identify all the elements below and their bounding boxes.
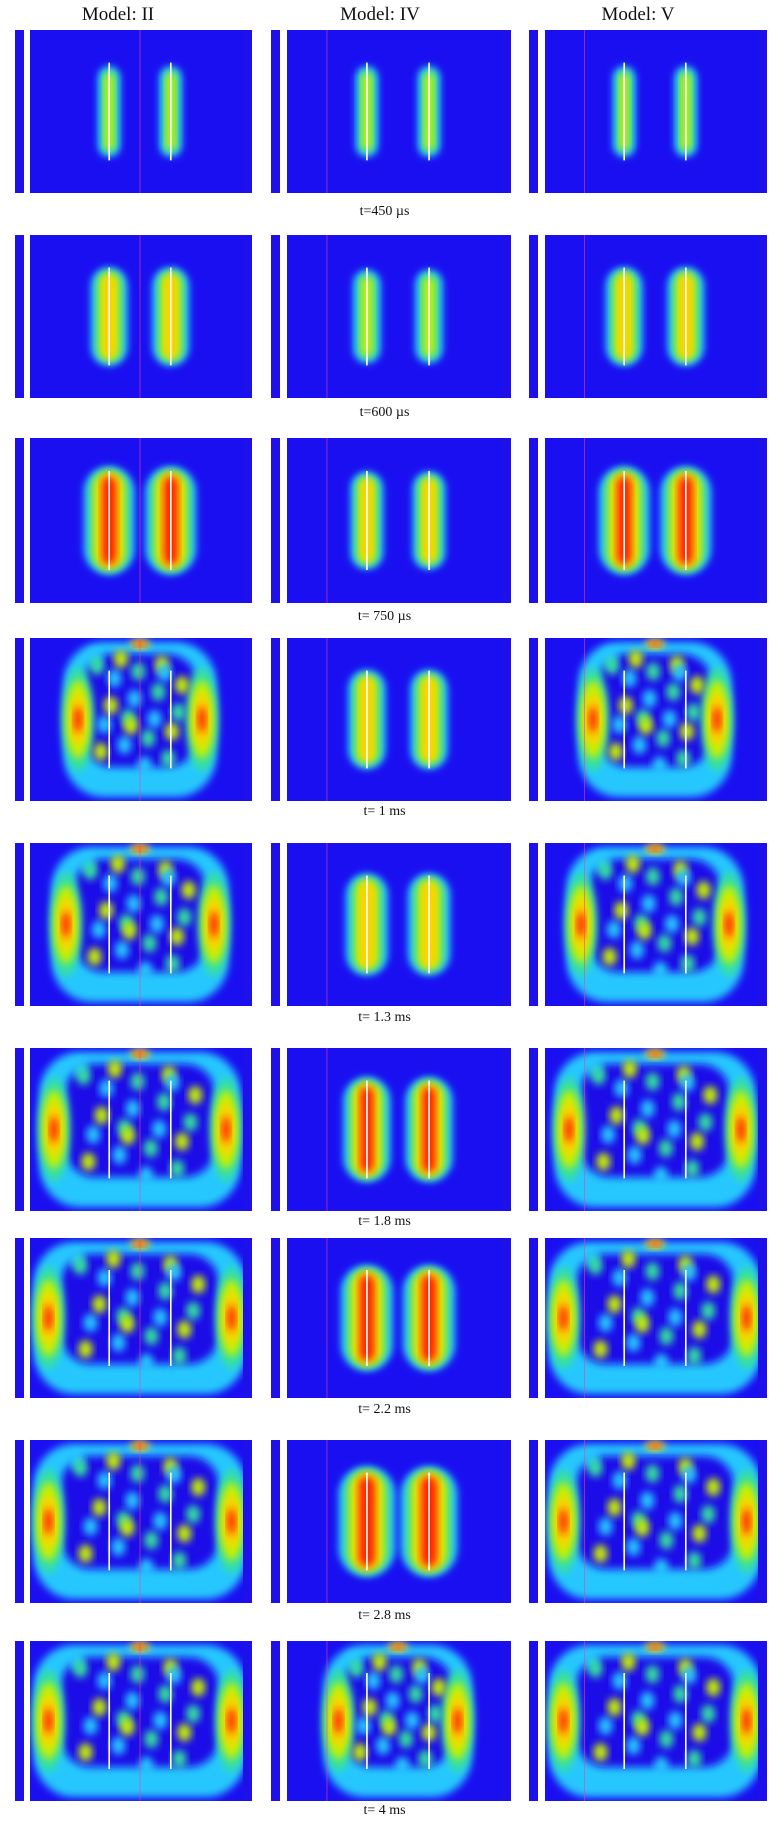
boundary-bar-right [502, 30, 511, 193]
boundary-bar-left [271, 638, 280, 801]
contour-panel-model-ii-row-9 [30, 1641, 250, 1801]
contour-panel-model-iv-row-7 [287, 1238, 509, 1398]
time-label-7: t= 2.2 ms [358, 1402, 411, 1417]
boundary-bar-left [529, 638, 538, 801]
boundary-bar-left [15, 438, 24, 603]
boundary-bar-right [502, 1440, 511, 1603]
boundary-bar-right [243, 235, 252, 398]
boundary-bar-right [243, 638, 252, 801]
boundary-bar-left [271, 235, 280, 398]
contour-panel-model-v-row-9 [545, 1641, 765, 1801]
boundary-bar-right [243, 438, 252, 603]
contour-panel-model-ii-row-3 [30, 438, 250, 603]
boundary-bar-left [529, 235, 538, 398]
contour-panel-model-ii-row-2 [30, 235, 250, 398]
boundary-bar-left [15, 235, 24, 398]
boundary-bar-left [529, 843, 538, 1006]
boundary-bar-left [15, 1641, 24, 1801]
boundary-bar-left [529, 1238, 538, 1398]
boundary-bar-right [758, 438, 767, 603]
boundary-bar-left [529, 438, 538, 603]
boundary-bar-left [529, 1641, 538, 1801]
time-label-2: t=600 µs [359, 405, 410, 420]
contour-panel-model-v-row-7 [545, 1238, 765, 1398]
contour-panel-model-iv-row-1 [287, 30, 509, 193]
boundary-bar-left [529, 1048, 538, 1211]
boundary-bar-left [271, 843, 280, 1006]
time-label-9: t= 4 ms [363, 1803, 406, 1818]
boundary-bar-right [502, 1048, 511, 1211]
boundary-bar-left [271, 1238, 280, 1398]
contour-panel-model-v-row-1 [545, 30, 765, 193]
time-label-8: t= 2.8 ms [358, 1608, 411, 1623]
contour-panel-model-v-row-5 [545, 843, 765, 1006]
contour-panel-model-iv-row-5 [287, 843, 509, 1006]
boundary-bar-right [758, 1238, 767, 1398]
contour-panel-model-ii-row-5 [30, 843, 250, 1006]
boundary-bar-left [271, 438, 280, 603]
contour-panel-model-v-row-8 [545, 1440, 765, 1603]
boundary-bar-right [243, 1440, 252, 1603]
boundary-bar-left [15, 638, 24, 801]
boundary-bar-left [15, 1440, 24, 1603]
boundary-bar-right [502, 1641, 511, 1801]
boundary-bar-right [758, 235, 767, 398]
boundary-bar-left [15, 843, 24, 1006]
contour-panel-model-ii-row-7 [30, 1238, 250, 1398]
boundary-bar-left [529, 1440, 538, 1603]
boundary-bar-right [243, 1238, 252, 1398]
boundary-bar-right [758, 638, 767, 801]
contour-panel-model-iv-row-8 [287, 1440, 509, 1603]
header-model-v: Model: V [601, 4, 675, 25]
time-label-5: t= 1.3 ms [358, 1010, 411, 1025]
boundary-bar-right [243, 1048, 252, 1211]
boundary-bar-left [271, 1048, 280, 1211]
boundary-bar-left [529, 30, 538, 193]
contour-panel-model-iv-row-3 [287, 438, 509, 603]
contour-panel-model-ii-row-1 [30, 30, 250, 193]
contour-panel-model-iv-row-6 [287, 1048, 509, 1211]
boundary-bar-right [243, 30, 252, 193]
boundary-bar-right [502, 1238, 511, 1398]
contour-panel-model-v-row-2 [545, 235, 765, 398]
boundary-bar-left [15, 1048, 24, 1211]
time-label-1: t=450 µs [359, 204, 410, 219]
header-model-ii: Model: II [81, 4, 155, 25]
boundary-bar-right [758, 30, 767, 193]
contour-panel-model-v-row-6 [545, 1048, 765, 1211]
boundary-bar-left [15, 1238, 24, 1398]
boundary-bar-right [502, 843, 511, 1006]
boundary-bar-left [271, 1440, 280, 1603]
boundary-bar-right [243, 843, 252, 1006]
contour-panel-model-iv-row-4 [287, 638, 509, 801]
boundary-bar-left [15, 30, 24, 193]
boundary-bar-right [502, 638, 511, 801]
boundary-bar-left [271, 30, 280, 193]
contour-panel-model-ii-row-8 [30, 1440, 250, 1603]
boundary-bar-right [243, 1641, 252, 1801]
contour-panel-model-iv-row-2 [287, 235, 509, 398]
boundary-bar-right [758, 1048, 767, 1211]
time-label-4: t= 1 ms [363, 804, 406, 819]
boundary-bar-right [502, 235, 511, 398]
contour-panel-model-v-row-4 [545, 638, 765, 801]
boundary-bar-left [271, 1641, 280, 1801]
boundary-bar-right [758, 843, 767, 1006]
contour-panel-model-ii-row-4 [30, 638, 250, 801]
contour-panel-model-iv-row-9 [287, 1641, 509, 1801]
time-label-3: t= 750 µs [357, 609, 412, 624]
boundary-bar-right [502, 438, 511, 603]
boundary-bar-right [758, 1440, 767, 1603]
contour-panel-model-ii-row-6 [30, 1048, 250, 1211]
boundary-bar-right [758, 1641, 767, 1801]
header-model-iv: Model: IV [340, 4, 420, 25]
contour-panel-model-v-row-3 [545, 438, 765, 603]
time-label-6: t= 1.8 ms [358, 1214, 411, 1229]
